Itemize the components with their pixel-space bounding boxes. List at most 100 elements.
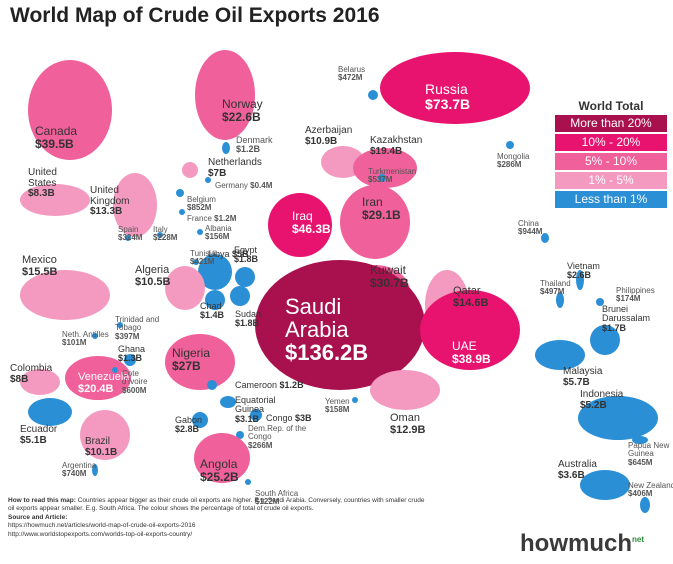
country-label: Cote d'Ivoire $600M <box>122 369 162 395</box>
country-name: Cameroon <box>235 380 278 390</box>
country-name: China <box>518 219 539 228</box>
country-name: Trinidad and Tobago <box>115 315 160 333</box>
country-name: Colombia <box>10 363 53 374</box>
country-shape <box>92 333 98 339</box>
country-shape <box>125 235 131 241</box>
country-shape <box>117 322 123 328</box>
country-label: Colombia $8B <box>10 363 60 385</box>
how-to-text: Countries appear bigger as their crude o… <box>8 497 425 513</box>
country-value: $38.9B <box>452 351 491 366</box>
country-shape <box>590 325 620 355</box>
country-label: Tunisia $421M <box>190 249 240 267</box>
link[interactable]: http://www.worldstopexports.com/worlds-t… <box>8 530 193 538</box>
country-value: $27B <box>172 358 201 373</box>
country-shape <box>28 398 72 426</box>
country-name: Denmark <box>236 135 273 145</box>
country-value: $174M <box>616 294 641 304</box>
country-label: Turkmenistan $537M <box>368 167 428 185</box>
country-value: $1.4B <box>200 310 225 321</box>
country-shape <box>268 193 332 257</box>
country-shape <box>353 148 417 188</box>
source-title: Source and Article: <box>8 513 68 521</box>
country-label: Brazil $10.1B <box>85 436 125 458</box>
country-value: $10.9B <box>305 135 338 147</box>
country-shape <box>20 184 90 216</box>
country-name: South Africa <box>255 489 299 498</box>
country-name: Belgium <box>187 195 216 204</box>
country-label: Belgium $852M <box>187 195 232 213</box>
country-shape <box>378 174 386 182</box>
country-name: UAE <box>452 339 477 353</box>
country-value: $19.4B <box>370 145 403 157</box>
country-name: Qatar <box>453 285 481 297</box>
country-label: Libya $5B <box>208 249 258 259</box>
country-label: Azerbaijan $10.9B <box>305 125 365 147</box>
country-label: New Zealand $406M <box>628 481 673 499</box>
country-shape <box>205 290 225 310</box>
country-name: Brazil <box>85 436 111 447</box>
country-name: Dem.Rep. of the Congo <box>248 424 307 442</box>
country-value: $537M <box>368 175 393 185</box>
country-shape <box>230 286 250 306</box>
country-value: $406M <box>628 489 653 499</box>
country-name: Algeria <box>135 264 170 276</box>
country-value: $1.3B <box>118 353 143 364</box>
country-name: Yemen <box>325 397 350 406</box>
country-value: $852M <box>187 203 212 213</box>
country-label: Ecuador $5.1B <box>20 424 70 446</box>
country-shape <box>198 254 232 290</box>
country-label: Chad $1.4B <box>200 301 240 321</box>
country-value: $73.7B <box>425 95 471 112</box>
country-label: Iran $29.1B <box>362 196 412 221</box>
country-name: Iraq <box>292 209 313 223</box>
country-label: Papua New Guinea $645M <box>628 441 673 467</box>
country-shape <box>578 396 658 440</box>
legend-item: 5% - 10% <box>555 153 667 170</box>
country-value: $13.3B <box>90 206 123 217</box>
country-value: $286M <box>497 160 522 170</box>
country-value: $3B <box>295 413 312 423</box>
country-label: Spain $324M <box>118 225 158 243</box>
country-value: $5B <box>232 249 249 259</box>
country-name: Chad <box>200 301 222 311</box>
country-label: Mexico $15.5B <box>22 254 72 278</box>
country-value: $944M <box>518 227 543 237</box>
country-label: Qatar $14.6B <box>453 285 498 309</box>
country-name: Neth. Antilles <box>62 330 109 339</box>
country-shape <box>179 209 185 215</box>
legend-item: 1% - 5% <box>555 172 667 189</box>
link[interactable]: https://howmuch.net/articles/world-map-o… <box>8 522 196 530</box>
country-value: $3.6B <box>558 469 585 481</box>
country-label: Nigeria $27B <box>172 347 222 372</box>
country-name: Belarus <box>338 65 366 74</box>
country-name: United Kingdom <box>90 185 130 207</box>
logo: howmuchnet <box>520 530 644 558</box>
country-shape <box>192 412 208 428</box>
country-label: Philippines $174M <box>616 286 673 304</box>
country-label: Cameroon $1.2B <box>235 380 325 390</box>
country-shape <box>556 292 564 308</box>
country-value: $645M <box>628 457 653 467</box>
country-value: $15.5B <box>22 265 58 278</box>
country-name: Spain <box>118 225 139 234</box>
legend-item: 10% - 20% <box>555 134 667 151</box>
country-shape <box>20 270 110 320</box>
country-name: Netherlands <box>208 157 262 168</box>
country-value: $14.6B <box>453 296 489 309</box>
country-label: Malaysia $5.7B <box>563 366 613 388</box>
country-name: United States <box>28 167 57 189</box>
country-name: Venezuela <box>78 371 130 383</box>
country-name: Ecuador <box>20 424 58 435</box>
country-name: Philippines <box>616 286 655 295</box>
country-value: $1.2B <box>279 380 304 390</box>
country-name: Turkmenistan <box>368 167 417 176</box>
country-label: Australia $3.6B <box>558 459 608 481</box>
country-name: Albania <box>205 224 232 233</box>
country-name: Argentina <box>62 461 97 470</box>
country-name: Saudi Arabia <box>285 294 349 343</box>
country-shape <box>596 298 604 306</box>
country-name: Papua New Guinea <box>628 441 670 459</box>
country-shape <box>220 396 236 408</box>
country-shape <box>176 189 184 197</box>
